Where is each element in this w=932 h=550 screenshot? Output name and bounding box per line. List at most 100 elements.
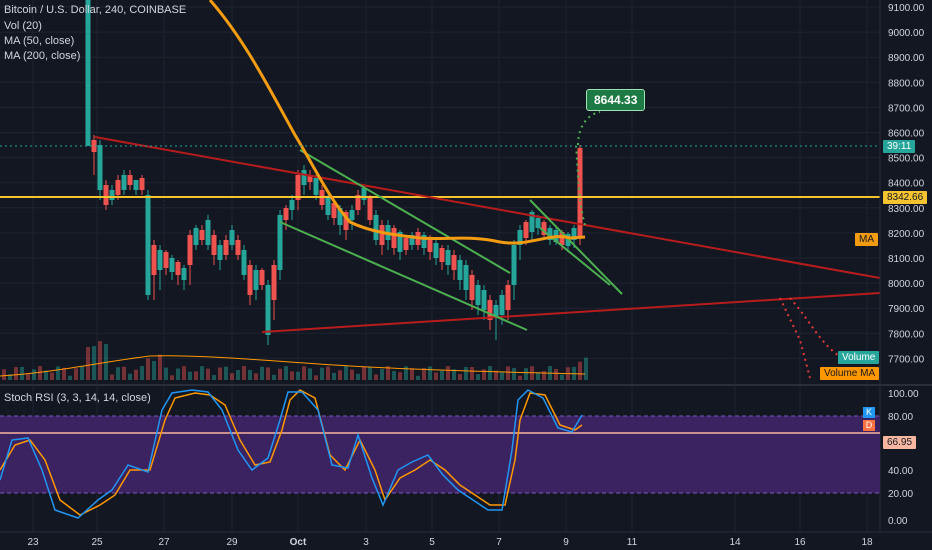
time-tick-label: 5 [429, 537, 435, 548]
volume-bar [236, 369, 240, 380]
channel-upper-line[interactable] [299, 149, 511, 274]
volume-bar [560, 374, 564, 380]
time-tick-label: 29 [226, 537, 238, 548]
candle-body [301, 170, 307, 185]
price-tick-label: 9000.00 [888, 28, 925, 39]
candle-body [307, 175, 313, 182]
stoch-band [0, 416, 880, 493]
triangle-upper-line[interactable] [94, 136, 881, 279]
price-tick-label: 8700.00 [888, 103, 925, 114]
indicator-ma-200[interactable]: MA (200, close) [4, 50, 81, 62]
volume-bar [380, 369, 384, 380]
candle-body [499, 295, 505, 315]
volume-bar [302, 366, 306, 380]
candle-body [547, 228, 553, 240]
candle-body [541, 222, 547, 235]
candle-body [379, 225, 385, 245]
volume-bar [500, 372, 504, 380]
volume-bar [524, 368, 528, 380]
volume-bar [434, 372, 438, 380]
stoch-title[interactable]: Stoch RSI (3, 3, 14, 14, close) [4, 392, 151, 404]
drawings[interactable] [0, 0, 881, 379]
volume-bar [92, 346, 96, 380]
price-candles [85, 0, 583, 345]
volume-bar [476, 374, 480, 380]
volume-bar [248, 369, 252, 380]
candle-body [277, 215, 283, 270]
projection-green-dotted [577, 111, 601, 146]
candle-body [139, 178, 145, 190]
price-axis[interactable]: 9100.00 9000.00 8900.00 8800.00 8700.00 8600.… [888, 3, 925, 365]
price-tick-label: 8500.00 [888, 154, 925, 165]
volume-bar [440, 370, 444, 380]
time-tick-label: 27 [158, 537, 170, 548]
candle-body [457, 260, 463, 280]
candle-body [229, 230, 235, 245]
volume-bar [266, 367, 270, 380]
candle-body [151, 245, 157, 275]
volume-bar [32, 369, 36, 380]
price-tick-label: 8600.00 [888, 129, 925, 140]
time-axis[interactable]: 23 25 27 29 Oct 3 5 7 9 11 14 16 18 [27, 537, 873, 548]
candle-body [187, 235, 193, 265]
volume-bar [20, 367, 24, 380]
volume-bar [518, 375, 522, 380]
volume-bar [338, 370, 342, 380]
price-tick-label: 7800.00 [888, 329, 925, 340]
volume-bar [284, 366, 288, 380]
candle-body [529, 212, 535, 232]
candle-body [493, 305, 499, 318]
volume-bar [194, 371, 198, 380]
volume-bar [152, 360, 156, 380]
candle-body [175, 262, 181, 275]
candle-body [349, 210, 355, 220]
candle-body [223, 240, 229, 255]
candle-body [355, 195, 361, 210]
wedge-upper-line[interactable] [529, 199, 623, 295]
volume-bar [320, 367, 324, 380]
candle-body [331, 203, 337, 218]
volume-bar [278, 368, 282, 380]
volume-bar [56, 366, 60, 380]
time-tick-label: 14 [729, 537, 741, 548]
volume-bars [0, 341, 588, 380]
candle-body [181, 268, 187, 280]
volume-bar [212, 375, 216, 380]
candle-body [133, 180, 139, 190]
price-tick-label: 8000.00 [888, 279, 925, 290]
price-tick-label: 7900.00 [888, 304, 925, 315]
volume-bar [188, 371, 192, 380]
volume-bar [344, 366, 348, 380]
stoch-axis[interactable]: 100.00 80.00 40.00 20.00 0.00 [888, 389, 919, 527]
time-tick-label: 11 [627, 537, 638, 548]
volume-bar [512, 367, 516, 380]
candle-body [535, 218, 541, 228]
candle-body [145, 195, 151, 295]
time-tick-label: 7 [496, 537, 502, 548]
triangle-lower-line[interactable] [261, 292, 881, 333]
channel-lower-line[interactable] [279, 221, 528, 331]
price-tick-label: 8200.00 [888, 229, 925, 240]
candle-body [295, 175, 301, 200]
price-tick-label: 9100.00 [888, 3, 925, 14]
volume-bar [164, 367, 168, 380]
volume-bar [2, 369, 6, 380]
candle-body [439, 248, 445, 262]
target-price-label[interactable]: 8644.33 [586, 89, 646, 111]
indicator-vol[interactable]: Vol (20) [4, 20, 42, 32]
volume-bar [506, 366, 510, 380]
volume-bar [584, 357, 588, 380]
candle-body [475, 285, 481, 305]
candle-body [325, 198, 331, 215]
volume-bar [38, 366, 42, 380]
volume-bar [404, 366, 408, 380]
stoch-tick-label: 100.00 [888, 389, 919, 400]
volume-bar [224, 366, 228, 380]
indicator-ma-50[interactable]: MA (50, close) [4, 35, 75, 47]
candle-body [163, 252, 169, 268]
volume-bar [116, 367, 120, 380]
volume-bar [62, 367, 66, 380]
candle-body [85, 0, 91, 146]
volume-bar [254, 373, 258, 380]
